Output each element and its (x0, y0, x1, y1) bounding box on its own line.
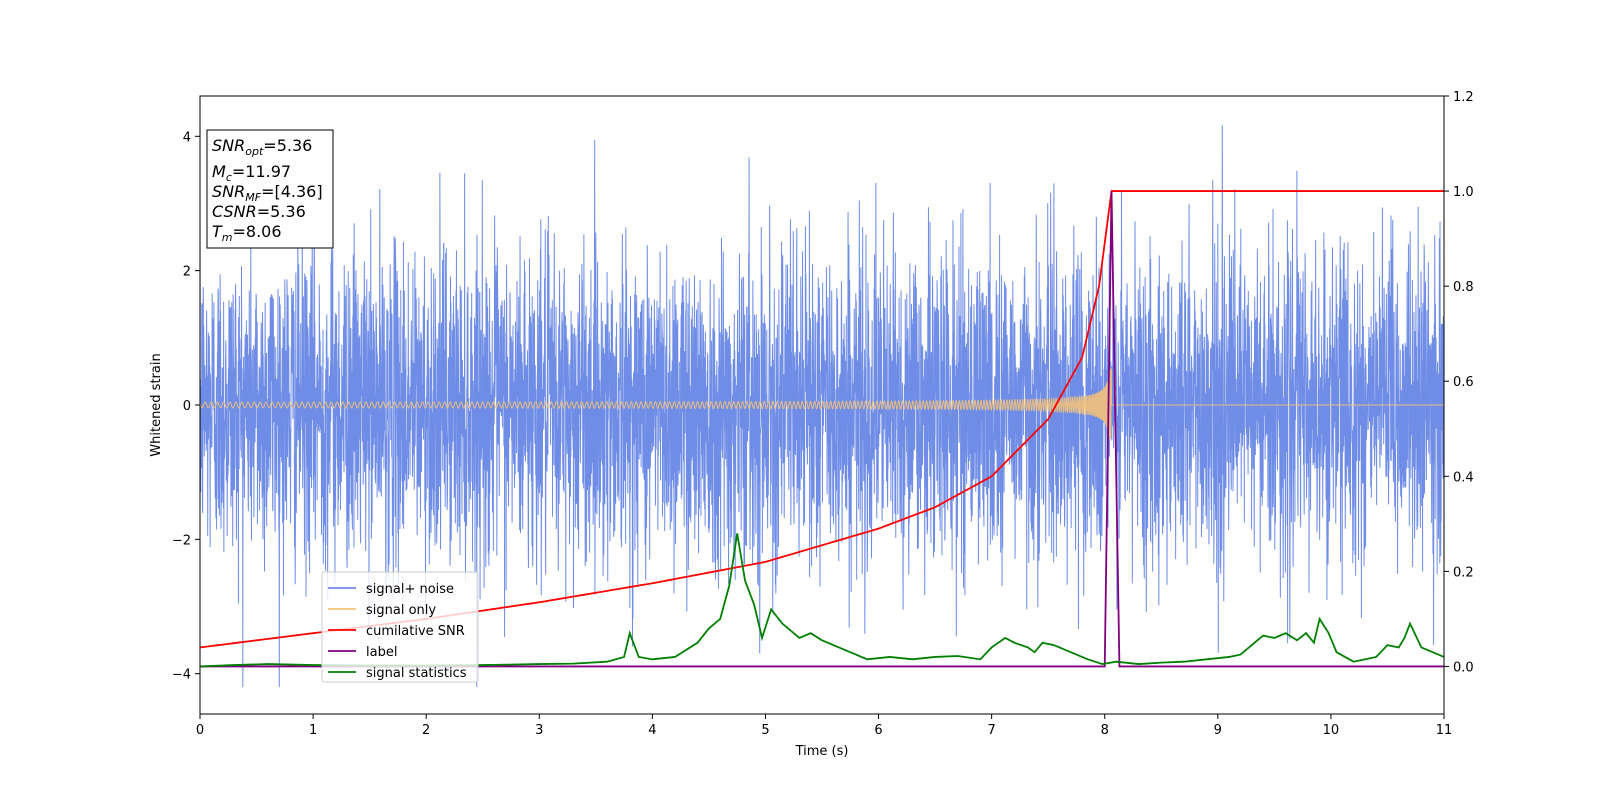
info-mc-sub: c (226, 171, 232, 184)
right-y-tick-label: 0.0 (1453, 660, 1474, 675)
x-tick-label: 7 (987, 723, 995, 738)
info-snr-mf: SNRMF=[4.36] (212, 182, 323, 204)
x-tick-label: 9 (1214, 723, 1222, 738)
info-snr-opt-var: SNR (212, 136, 245, 155)
signal-noise-series (199, 125, 1445, 688)
right-y-tick-label: 0.8 (1453, 280, 1474, 295)
info-csnr-var: CSNR (212, 202, 257, 221)
right-y-tick-label: 1.0 (1453, 185, 1474, 200)
legend-label: signal only (366, 603, 436, 618)
x-tick-label: 4 (648, 723, 656, 738)
legend-label: cumilative SNR (366, 624, 465, 639)
legend-label: signal+ noise (366, 582, 454, 597)
signal-statistics-line (199, 533, 1445, 668)
info-snr-mf-sub: MF (245, 191, 261, 204)
legend-frame (321, 571, 479, 683)
label-series (200, 191, 1444, 668)
x-axis-label: Time (s) (795, 744, 849, 759)
signal-only-line (199, 368, 1444, 441)
left-y-tick-label: −2 (172, 533, 191, 548)
right-y-tick-label: 1.2 (1453, 90, 1474, 105)
x-tick-label: 0 (196, 723, 204, 738)
info-tm-value: =8.06 (233, 222, 282, 241)
info-mc-var: M (212, 162, 226, 181)
info-mc: Mc=11.97 (212, 162, 291, 184)
right-y-tick-label: 0.2 (1453, 565, 1474, 580)
left-y-axis: −4 −2 0 2 4 (172, 130, 200, 683)
info-csnr-value: =5.36 (257, 202, 306, 221)
legend: signal+ noise signal only cumilative SNR la… (321, 571, 479, 683)
info-box: SNRopt=5.36 Mc=11.97 SNRMF=[4.36] CSNR=5… (206, 129, 334, 249)
right-y-tick-label: 0.4 (1453, 470, 1474, 485)
x-tick-label: 6 (874, 723, 882, 738)
left-y-tick-label: 4 (183, 130, 191, 145)
x-tick-label: 11 (1436, 723, 1453, 738)
x-tick-label: 1 (309, 723, 317, 738)
x-tick-label: 2 (422, 723, 430, 738)
left-y-tick-label: −4 (172, 668, 191, 683)
left-y-tick-label: 0 (183, 399, 191, 414)
info-snr-opt-sub: opt (245, 145, 264, 158)
signal-noise-line (199, 125, 1445, 688)
signal-statistics-series (199, 533, 1445, 668)
x-tick-label: 5 (761, 723, 769, 738)
info-snr-opt-value: =5.36 (263, 136, 312, 155)
legend-label: signal statistics (366, 666, 467, 681)
legend-entries: signal+ noise signal only cumilative SNR la… (328, 582, 467, 681)
x-tick-label: 8 (1101, 723, 1109, 738)
right-y-axis: 0.0 0.2 0.4 0.6 0.8 1.0 1.2 (1444, 90, 1474, 675)
info-mc-value: =11.97 (232, 162, 291, 181)
info-box-frame (206, 129, 334, 249)
left-y-tick-label: 2 (183, 265, 191, 280)
info-snr-mf-var: SNR (212, 182, 245, 201)
info-tm-sub: m (222, 231, 233, 244)
info-csnr: CSNR=5.36 (212, 202, 306, 221)
right-y-tick-label: 0.6 (1453, 375, 1474, 390)
x-tick-label: 10 (1323, 723, 1340, 738)
x-tick-label: 3 (535, 723, 543, 738)
legend-label: label (366, 645, 397, 660)
info-snr-mf-value: =[4.36] (261, 182, 323, 201)
info-snr-opt: SNRopt=5.36 (212, 136, 312, 158)
signal-only-series (199, 368, 1444, 441)
label-line (200, 191, 1444, 668)
info-tm-var: T (212, 222, 223, 241)
info-tm: Tm=8.06 (212, 222, 282, 244)
y-axis-label: Whitened strain (149, 353, 164, 456)
x-axis: 0 1 2 3 4 5 6 7 8 9 10 11 (196, 714, 1452, 738)
